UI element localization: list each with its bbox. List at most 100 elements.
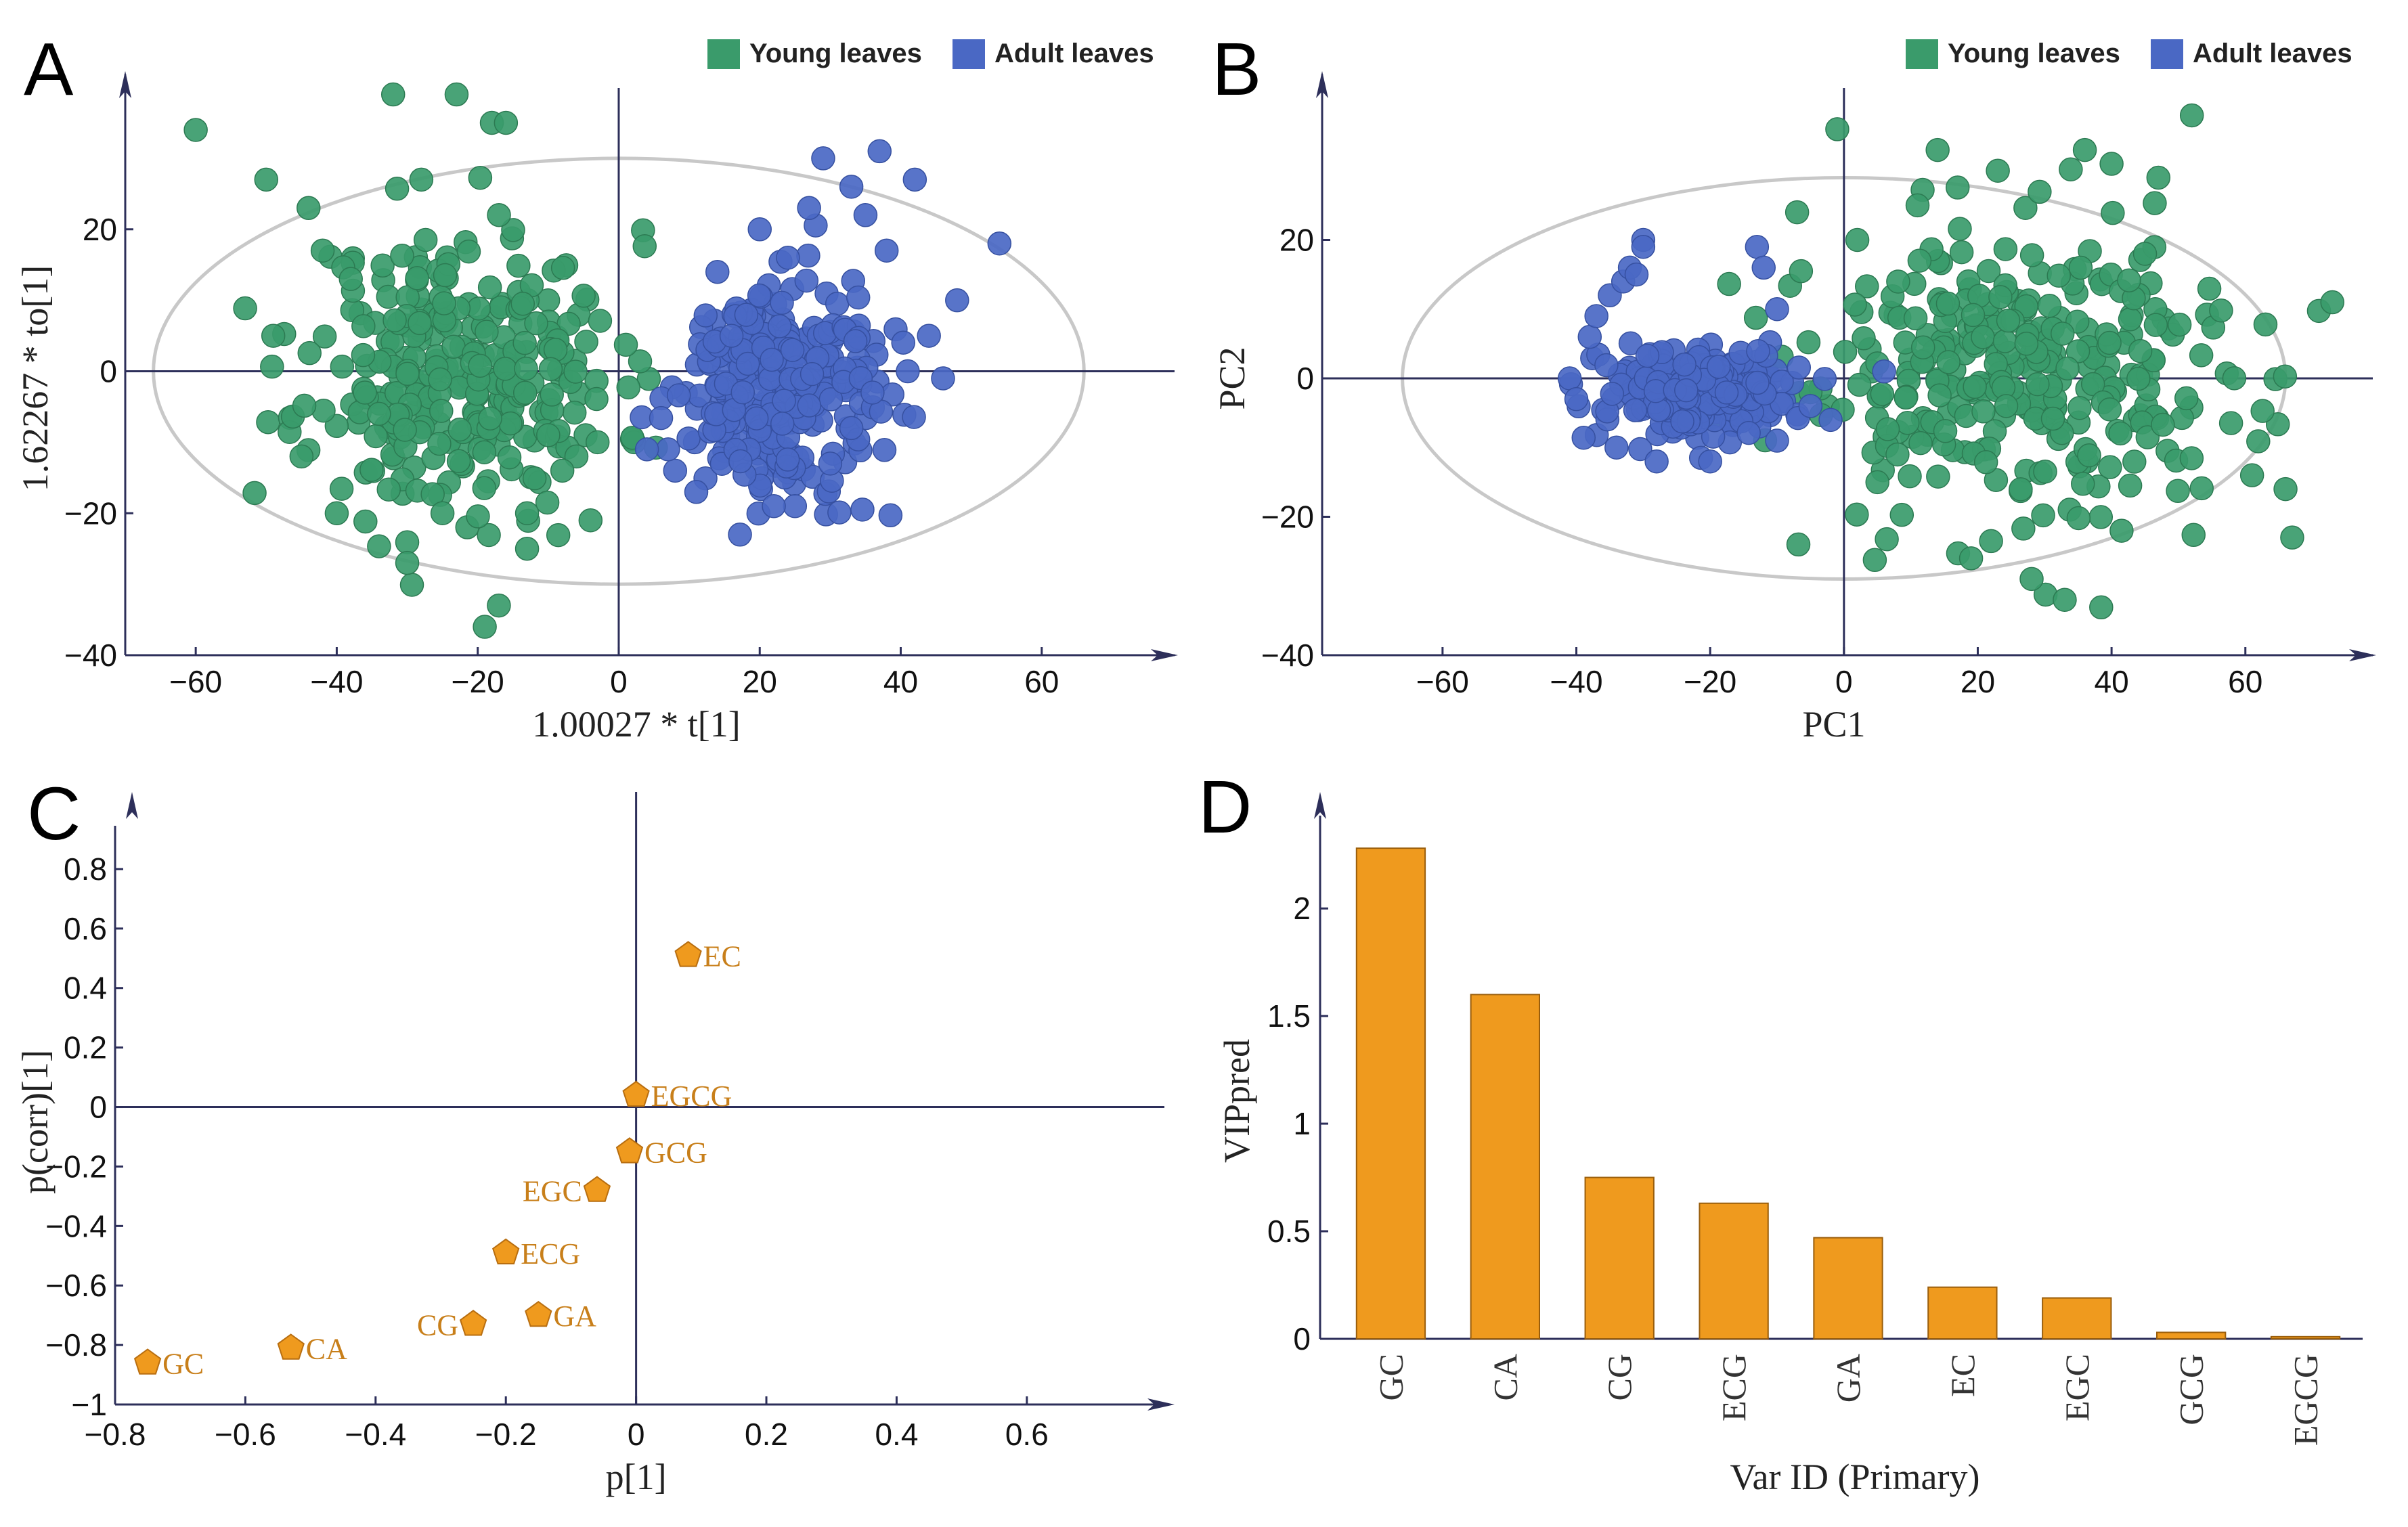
data-point — [1745, 370, 1770, 395]
data-point — [772, 389, 796, 413]
data-point — [550, 458, 575, 483]
data-point — [728, 523, 752, 547]
data-point — [261, 324, 286, 348]
data-point — [1875, 527, 1899, 552]
data-point — [1927, 383, 1952, 407]
x-tick-label: 60 — [2228, 664, 2262, 699]
data-point — [536, 423, 561, 447]
x-tick-label: 0.6 — [1005, 1417, 1049, 1452]
y-axis-label: PC2 — [1212, 347, 1252, 410]
data-point — [493, 357, 517, 381]
panel-b-pca-score-plot: −60 −40 −20 0 20 40 60 20 0 −20 −40 PC1 PC2 Young lea… — [1212, 39, 2376, 745]
y-tick-label: −1 — [72, 1387, 107, 1422]
data-point — [382, 308, 407, 332]
data-point — [535, 490, 560, 515]
data-point — [254, 167, 279, 192]
data-point — [874, 238, 899, 263]
label-egc: EGC — [523, 1175, 582, 1208]
data-point — [1992, 329, 2017, 353]
data-point — [2122, 449, 2147, 474]
y-tick-label: 1 — [1293, 1106, 1311, 1141]
data-point — [1796, 330, 1821, 355]
data-point — [853, 203, 878, 227]
data-point — [2014, 332, 2039, 356]
data-point — [367, 534, 391, 558]
marker-egcg — [622, 1080, 650, 1107]
data-point — [1717, 271, 1741, 296]
x-tick-label: 40 — [2095, 664, 2129, 699]
data-point — [540, 382, 564, 407]
data-point — [2132, 242, 2158, 266]
data-point — [550, 256, 575, 280]
data-point — [1963, 374, 1987, 399]
data-point — [747, 217, 772, 242]
legend-label: Adult leaves — [994, 39, 1154, 68]
data-point — [478, 406, 502, 430]
data-point — [2181, 523, 2206, 548]
y-tick-label: 0.2 — [64, 1030, 107, 1065]
data-point — [1933, 419, 1958, 443]
data-point — [2026, 372, 2050, 397]
data-point — [2118, 473, 2143, 498]
y-axis-arrow — [1316, 71, 1328, 98]
data-point — [878, 503, 903, 528]
data-point — [2071, 472, 2095, 496]
data-point — [585, 430, 610, 455]
data-point — [498, 411, 523, 436]
data-point — [487, 593, 511, 618]
y-axis-arrow — [126, 792, 138, 819]
data-point — [1765, 297, 1789, 322]
data-point — [2189, 343, 2214, 368]
data-point — [1908, 430, 1933, 456]
data-point — [891, 330, 915, 355]
x-tick-label: −60 — [169, 664, 222, 699]
data-point — [1577, 324, 1602, 349]
y-tick-label: 0 — [89, 1090, 107, 1125]
data-point — [501, 218, 525, 242]
marker-ca — [277, 1333, 305, 1360]
data-point — [2013, 196, 2038, 220]
data-point — [1745, 234, 1770, 259]
marker-gc — [133, 1348, 162, 1375]
data-point — [477, 523, 501, 548]
data-point — [260, 354, 284, 379]
data-point — [312, 324, 337, 349]
x-tick-label: 40 — [883, 664, 918, 699]
data-point — [719, 324, 744, 348]
data-point — [616, 375, 641, 400]
data-point — [2101, 200, 2125, 225]
series-adult-leaves — [630, 139, 1012, 547]
y-axis-label: p(corr)[1] — [15, 1050, 56, 1194]
y-tick-label: −0.8 — [45, 1327, 107, 1363]
y-axis-label: VIPpred — [1217, 1039, 1257, 1163]
y-tick-label: 0.8 — [64, 851, 107, 887]
y-tick-label: −40 — [1261, 638, 1314, 673]
series-young-leaves — [183, 82, 668, 639]
marker-egc — [583, 1176, 611, 1202]
data-point — [1631, 234, 1656, 259]
y-tick-label: −20 — [64, 495, 117, 531]
data-point — [2197, 276, 2222, 301]
label-ecg: ECG — [521, 1237, 580, 1270]
data-point — [634, 437, 659, 462]
data-point — [666, 383, 691, 407]
data-point — [1624, 262, 1649, 287]
x-tick-label: −0.4 — [345, 1417, 406, 1452]
label-gcg: GCG — [644, 1136, 707, 1169]
data-point — [1852, 326, 1876, 351]
y-tick-label: −40 — [64, 638, 117, 673]
legend-swatch — [1906, 39, 1938, 69]
data-point — [1993, 237, 2018, 261]
data-point — [1714, 380, 1739, 405]
data-point — [770, 290, 794, 315]
y-tick-label: 1.5 — [1267, 998, 1311, 1034]
data-point — [1971, 325, 1995, 349]
data-point — [794, 268, 819, 293]
y-tick-label: 0.6 — [64, 911, 107, 946]
bar-egcg — [2270, 1335, 2341, 1340]
x-tick-label: −0.8 — [85, 1417, 146, 1452]
data-point — [917, 324, 941, 348]
data-point — [2273, 477, 2298, 502]
data-point — [734, 303, 759, 327]
